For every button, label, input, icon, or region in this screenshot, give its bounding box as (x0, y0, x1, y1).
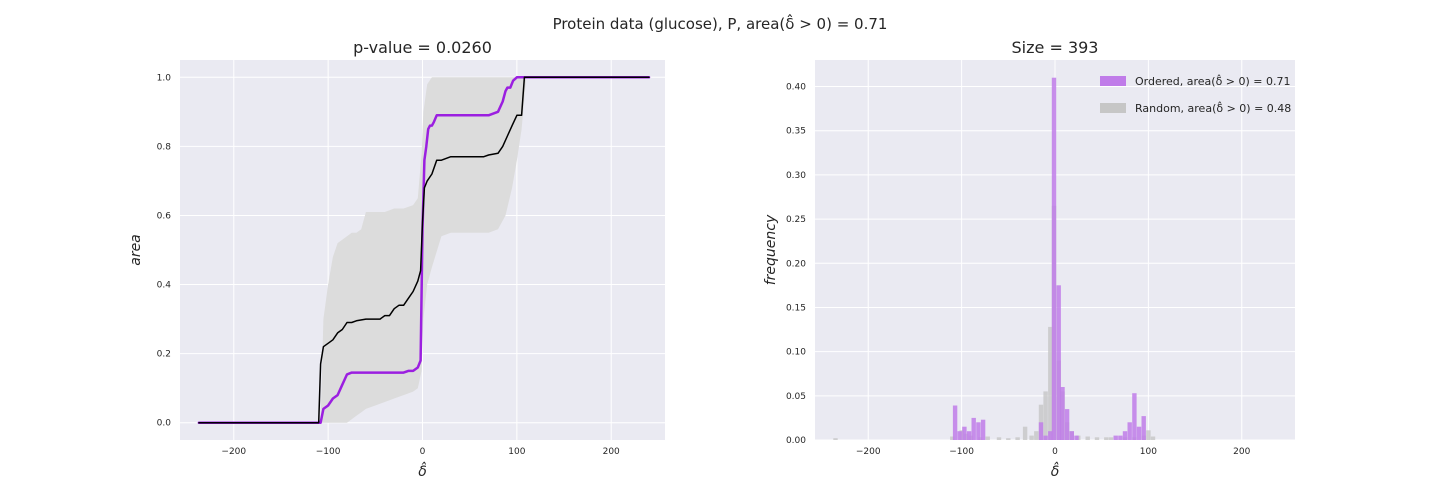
y-tick-label: 0.40 (786, 83, 806, 93)
random-bar (833, 438, 838, 440)
y-tick-label: 0.8 (157, 142, 172, 152)
line-chart-y-label: area (128, 234, 144, 266)
x-tick-label: −200 (856, 447, 881, 457)
ordered-bar (976, 422, 981, 440)
ordered-bar (980, 419, 986, 440)
y-tick-label: 0.10 (786, 348, 806, 358)
random-bar (1034, 431, 1039, 440)
histogram-ordered-bars (952, 77, 1146, 440)
random-bar (1022, 426, 1028, 440)
histogram-y-label: frequency (763, 214, 779, 285)
random-bar (1150, 436, 1156, 440)
random-bar (1104, 437, 1109, 440)
histogram-x-ticks: −200 −100 0 100 200 (856, 447, 1251, 457)
line-chart-x-ticks: −200 −100 0 100 200 (221, 447, 620, 457)
histogram-title: Size = 393 (1012, 38, 1099, 57)
line-chart-panel: −200 −100 0 100 200 0.0 0.2 0.4 0.6 0.8 1.0 p-val… (128, 38, 665, 480)
legend-label-random: Random, area(δ̂ > 0) = 0.48 (1135, 101, 1291, 115)
ordered-bar (1069, 431, 1074, 440)
random-bar (1015, 437, 1020, 440)
ordered-bar (971, 417, 976, 440)
y-tick-label: 1.0 (157, 73, 172, 83)
line-chart-x-label: δ̂ (418, 461, 427, 480)
y-tick-label: 0.2 (157, 350, 171, 360)
random-bar (1146, 430, 1151, 440)
ordered-bar (1064, 409, 1070, 440)
ordered-bar (952, 405, 958, 440)
y-tick-label: 0.25 (786, 215, 806, 225)
histogram-y-ticks: 0.00 0.05 0.10 0.15 0.20 0.25 0.30 0.35 0.40 (786, 83, 806, 446)
histogram-legend: Ordered, area(δ̂ > 0) = 0.71 Random, are… (1100, 74, 1291, 115)
legend-swatch-random (1100, 103, 1126, 113)
ordered-bar (1136, 426, 1142, 440)
y-tick-label: 0.4 (157, 281, 172, 291)
y-tick-label: 0.20 (786, 259, 806, 269)
y-tick-label: 0.15 (786, 303, 806, 313)
x-tick-label: 0 (420, 447, 426, 457)
y-tick-label: 0.0 (157, 419, 172, 429)
random-bar (1108, 437, 1114, 440)
y-tick-label: 0.30 (786, 171, 806, 181)
ordered-bar (1051, 77, 1057, 440)
legend-label-ordered: Ordered, area(δ̂ > 0) = 0.71 (1135, 74, 1291, 88)
x-tick-label: 0 (1052, 447, 1058, 457)
ordered-bar (957, 431, 962, 440)
x-tick-label: 200 (1233, 447, 1250, 457)
x-tick-label: −200 (221, 447, 246, 457)
y-tick-label: 0.35 (786, 127, 806, 137)
x-tick-label: −100 (949, 447, 974, 457)
x-tick-label: −100 (316, 447, 341, 457)
ordered-bar (1048, 431, 1053, 440)
random-bar (1085, 436, 1090, 440)
ordered-bar (1113, 435, 1118, 440)
line-chart-series (197, 76, 651, 424)
random-bar (1029, 435, 1034, 440)
histogram-panel: −200 −100 0 100 200 0.00 0.05 0.10 0.15 0.20 0.25… (763, 38, 1295, 480)
random-bar (1048, 326, 1053, 440)
ordered-bar (1132, 393, 1137, 440)
figure-suptitle: Protein data (glucose), P, area(δ̂ > 0) … (553, 13, 888, 33)
ordered-bar (1038, 422, 1044, 440)
ordered-bar (1074, 435, 1079, 440)
line-series-0 (197, 76, 651, 424)
ordered-bar (1056, 285, 1061, 440)
line-chart-y-ticks: 0.0 0.2 0.4 0.6 0.8 1.0 (157, 73, 172, 428)
random-bar (1006, 438, 1011, 440)
random-bar (996, 437, 1002, 440)
ordered-bar (1118, 435, 1123, 440)
ordered-bar (966, 431, 972, 440)
x-tick-label: 200 (603, 447, 620, 457)
legend-swatch-ordered (1100, 76, 1126, 86)
ordered-bar (1127, 422, 1132, 440)
random-bar (950, 436, 955, 440)
x-tick-label: 100 (508, 447, 525, 457)
histogram-x-label: δ̂ (1051, 461, 1060, 480)
y-tick-label: 0.00 (786, 436, 806, 446)
ordered-bar (1043, 435, 1048, 440)
ordered-bar (1141, 416, 1146, 440)
x-tick-label: 100 (1140, 447, 1157, 457)
y-tick-label: 0.05 (786, 392, 806, 402)
ordered-bar (1122, 431, 1128, 440)
ordered-bar (1060, 387, 1065, 440)
confidence-band (198, 77, 649, 423)
line-chart-title: p-value = 0.0260 (353, 38, 492, 57)
y-tick-label: 0.6 (157, 211, 172, 221)
random-bar (1043, 391, 1048, 440)
line-series-1 (198, 76, 650, 424)
random-bar (985, 436, 990, 440)
random-bar (1094, 437, 1100, 440)
ordered-bar (962, 426, 967, 440)
